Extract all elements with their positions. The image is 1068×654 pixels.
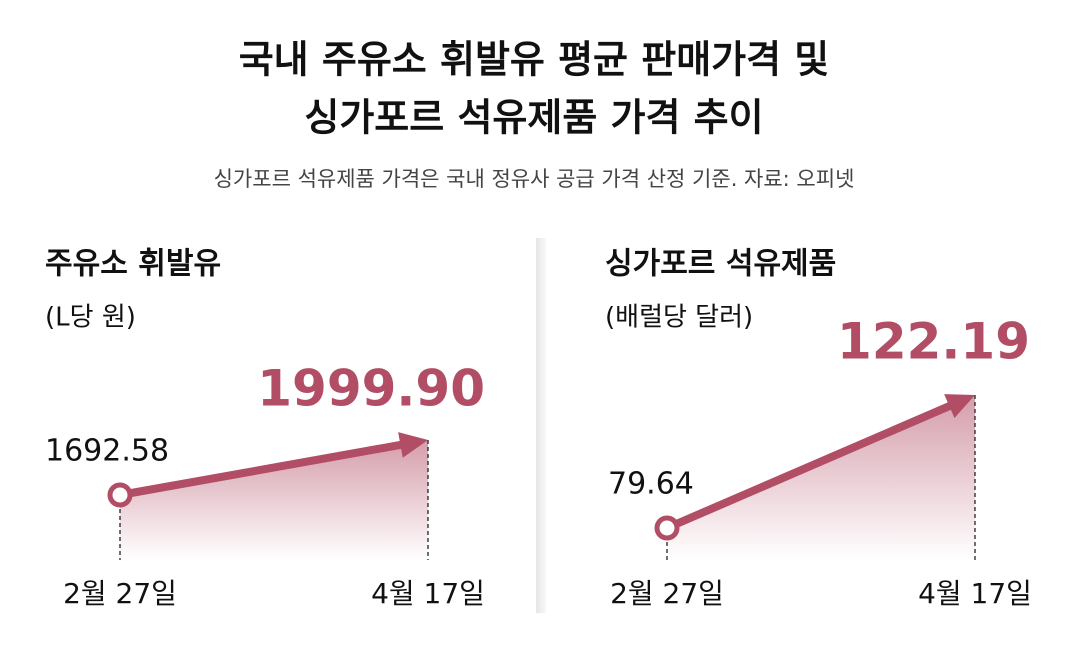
panel-unit: (L당 원) [45, 303, 136, 333]
value-label: 1692.58 [45, 434, 169, 469]
line [119, 440, 404, 499]
panel-title: 주유소 휘발유 [45, 247, 221, 282]
title-line: 국내 주유소 휘발유 평균 판매가격 및 [239, 38, 830, 82]
divider [536, 238, 546, 613]
subtitle: 싱가포르 석유제품 가격은 국내 정유사 공급 가격 산정 기준. 자료: 오피… [214, 167, 855, 191]
x-tick-label: 2월 27일 [610, 577, 724, 610]
value-label-highlight: 1999.90 [257, 360, 485, 418]
panel-title: 싱가포르 석유제품 [605, 247, 836, 282]
x-tick-label: 4월 17일 [371, 577, 485, 610]
panel-unit: (배럴당 달러) [605, 303, 753, 333]
x-tick-label: 4월 17일 [918, 577, 1032, 610]
value-label: 79.64 [608, 467, 694, 502]
value-label-highlight: 122.19 [837, 313, 1030, 371]
x-tick-label: 2월 27일 [63, 577, 177, 610]
area [667, 395, 975, 560]
title-line: 싱가포르 석유제품 가격 추이 [304, 96, 763, 140]
line [665, 401, 953, 532]
area [120, 440, 428, 560]
arrow-head [398, 432, 428, 458]
arrow-head [944, 394, 975, 419]
start-marker [107, 482, 133, 508]
start-marker [654, 515, 680, 541]
